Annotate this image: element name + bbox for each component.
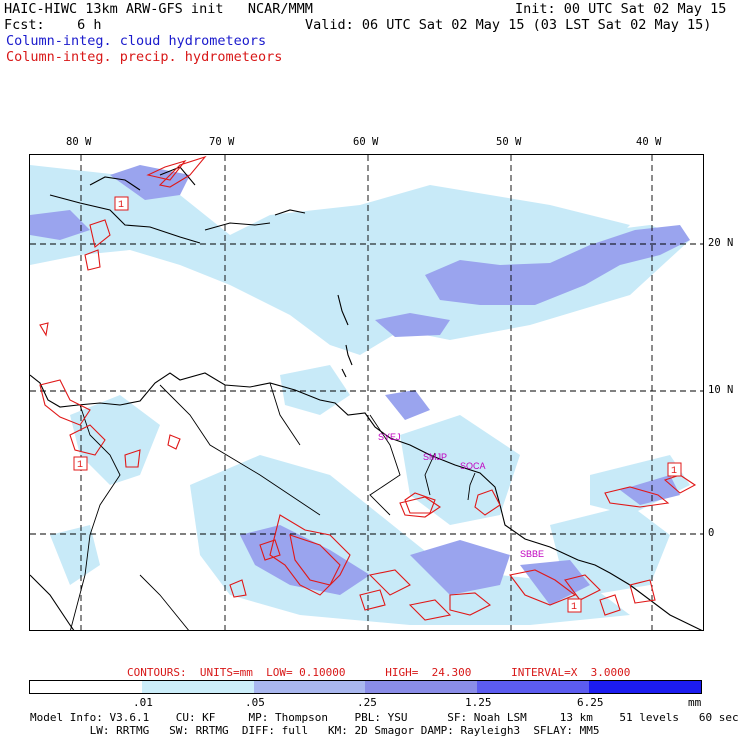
scale-swatch xyxy=(589,681,701,693)
scale-swatch xyxy=(477,681,590,693)
scale-label: .05 xyxy=(245,696,265,709)
scale-label: 1.25 xyxy=(465,696,492,709)
scale-swatch xyxy=(30,681,142,693)
title-left: HAIC-HIWC 13km ARW-GFS init NCAR/MMM xyxy=(4,1,313,17)
map-canvas: 1 1 1 1 SYEJ SMJP SOCA SBBE xyxy=(30,155,703,630)
precip-contours xyxy=(39,155,697,621)
color-scale-bar xyxy=(29,680,702,694)
contours-info: CONTOURS: UNITS=mm LOW= 0.10000 HIGH= 24… xyxy=(127,666,631,679)
contour-label: 1 xyxy=(571,602,577,613)
field-cloud-label: Column-integ. cloud hydrometeors xyxy=(6,33,267,49)
scale-swatch xyxy=(253,681,366,693)
init-time: Init: 00 UTC Sat 02 May 15 xyxy=(515,1,727,17)
contour-label: 1 xyxy=(671,466,677,477)
station-label-soca: SOCA xyxy=(460,461,486,471)
station-label-sbbe: SBBE xyxy=(520,549,544,559)
station-label-smjp: SMJP xyxy=(423,452,447,462)
lat-label: 10 N xyxy=(708,384,734,396)
scale-swatch xyxy=(141,681,254,693)
field-precip-label: Column-integ. precip. hydrometeors xyxy=(6,49,283,65)
contour-label: 1 xyxy=(77,460,83,471)
scale-label: 6.25 xyxy=(577,696,604,709)
contour-label-boxes xyxy=(73,196,682,613)
political-borders xyxy=(70,382,476,630)
lon-label: 60 W xyxy=(353,136,379,148)
scale-swatch xyxy=(365,681,478,693)
cloud-light-shading xyxy=(30,165,690,625)
lon-label: 70 W xyxy=(209,136,235,148)
scale-label: .01 xyxy=(133,696,153,709)
lon-label: 80 W xyxy=(66,136,92,148)
scale-label: .25 xyxy=(357,696,377,709)
model-info-line1: Model Info: V3.6.1 CU: KF MP: Thompson P… xyxy=(30,711,739,724)
model-info-line2: LW: RRTMG SW: RRTMG DIFF: full KM: 2D Sm… xyxy=(30,724,600,737)
contour-label: 1 xyxy=(118,200,124,211)
valid-time: Valid: 06 UTC Sat 02 May 15 (03 LST Sat … xyxy=(305,17,712,33)
map-panel: 1 1 1 1 SYEJ SMJP SOCA SBBE xyxy=(29,154,704,631)
lat-lon-grid xyxy=(30,155,703,630)
lon-label: 50 W xyxy=(496,136,522,148)
lat-label: 0 xyxy=(708,527,715,539)
lon-label: 40 W xyxy=(636,136,662,148)
scale-units: mm xyxy=(688,696,702,709)
lat-label: 20 N xyxy=(708,237,734,249)
coastlines xyxy=(30,166,703,630)
station-label-syej: SYEJ xyxy=(378,432,401,442)
forecast-hour: Fcst: 6 h xyxy=(4,17,102,33)
